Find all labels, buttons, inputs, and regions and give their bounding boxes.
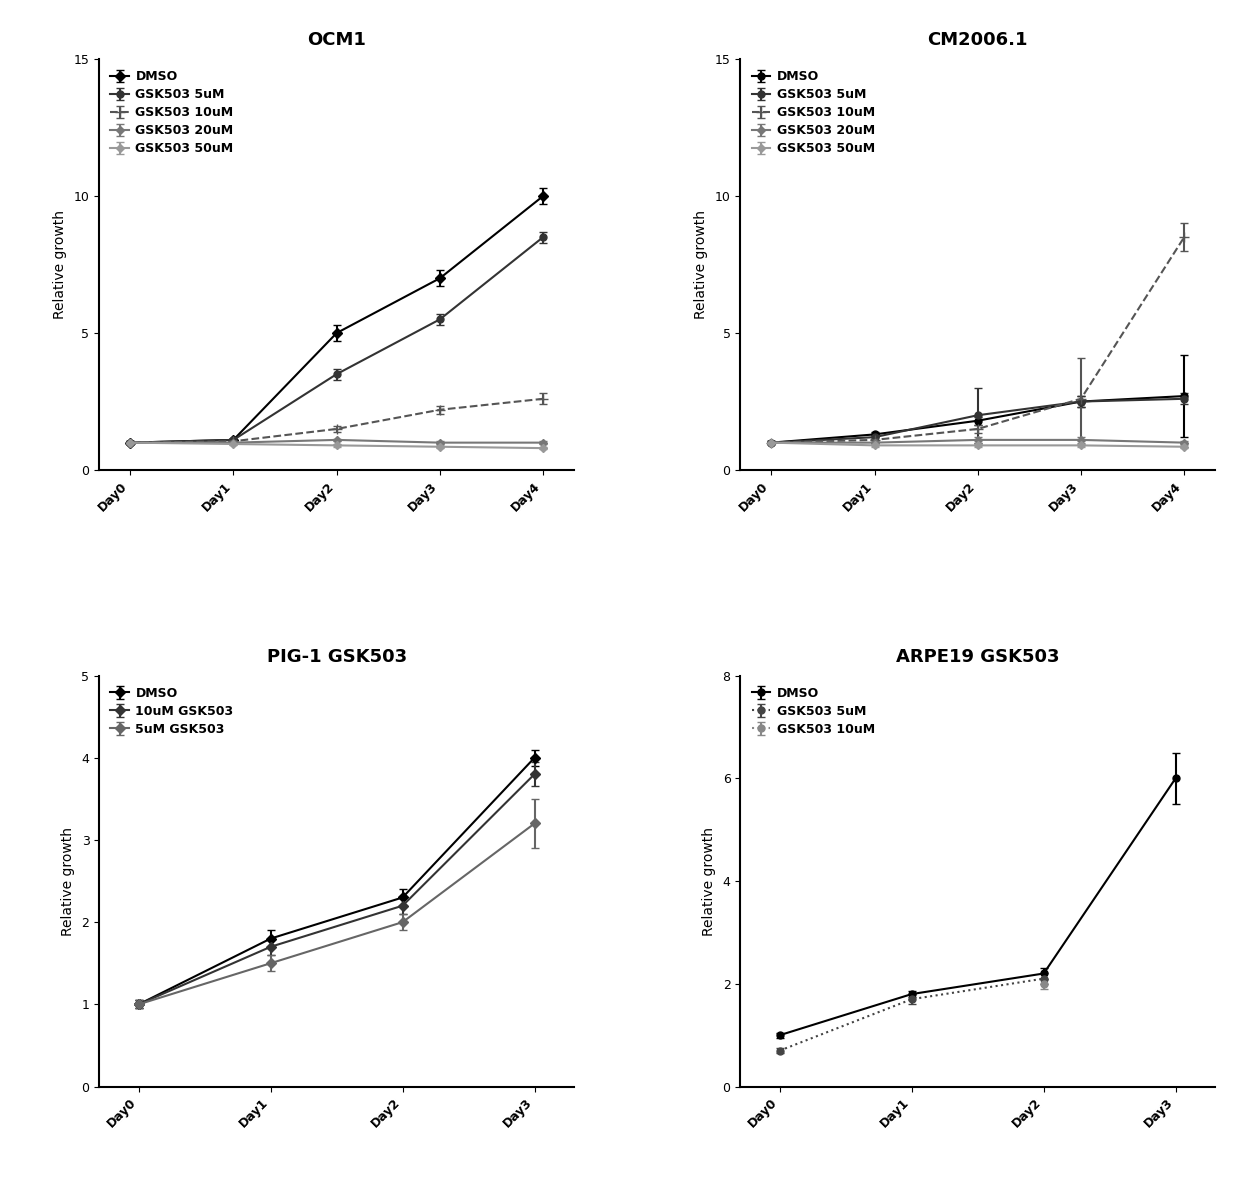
Y-axis label: Relative growth: Relative growth — [702, 827, 715, 935]
Title: OCM1: OCM1 — [308, 31, 366, 50]
Y-axis label: Relative growth: Relative growth — [61, 827, 74, 935]
Legend: DMSO, 10uM GSK503, 5uM GSK503: DMSO, 10uM GSK503, 5uM GSK503 — [105, 681, 238, 740]
Legend: DMSO, GSK503 5uM, GSK503 10uM: DMSO, GSK503 5uM, GSK503 10uM — [746, 681, 879, 740]
Title: CM2006.1: CM2006.1 — [928, 31, 1028, 50]
Legend: DMSO, GSK503 5uM, GSK503 10uM, GSK503 20uM, GSK503 50uM: DMSO, GSK503 5uM, GSK503 10uM, GSK503 20… — [105, 65, 238, 161]
Title: PIG-1 GSK503: PIG-1 GSK503 — [267, 647, 407, 666]
Title: ARPE19 GSK503: ARPE19 GSK503 — [897, 647, 1059, 666]
Legend: DMSO, GSK503 5uM, GSK503 10uM, GSK503 20uM, GSK503 50uM: DMSO, GSK503 5uM, GSK503 10uM, GSK503 20… — [746, 65, 879, 161]
Y-axis label: Relative growth: Relative growth — [52, 210, 67, 319]
Y-axis label: Relative growth: Relative growth — [693, 210, 708, 319]
